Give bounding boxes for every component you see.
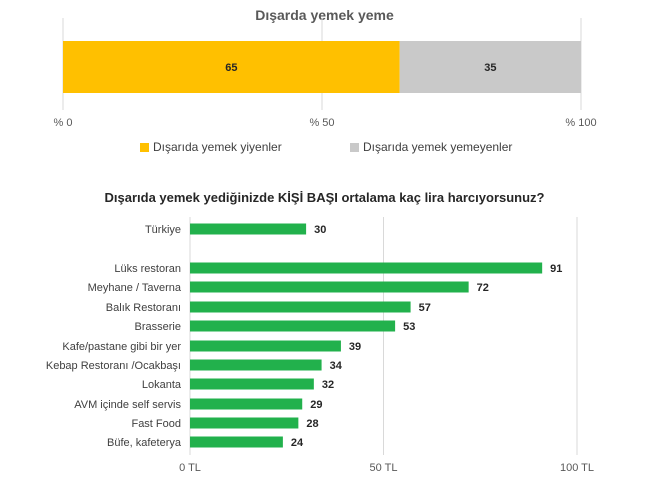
category-label: AVM içinde self servis	[74, 399, 181, 411]
bar	[190, 398, 303, 410]
data-label: 29	[310, 399, 322, 411]
bar-segment-0	[63, 41, 400, 93]
data-label: 32	[322, 379, 334, 391]
bar	[190, 281, 469, 293]
x-tick-label: % 0	[54, 117, 73, 129]
x-tick-label: % 100	[565, 117, 596, 129]
bar	[190, 262, 543, 274]
data-label: 39	[349, 341, 361, 353]
legend-label-not-eating-out: Dışarıda yemek yemeyenler	[363, 140, 513, 154]
bar	[190, 223, 307, 235]
x-tick-label: 0 TL	[179, 462, 201, 474]
category-label: Türkiye	[145, 224, 181, 236]
bar	[190, 378, 314, 390]
bar	[190, 301, 411, 313]
legend-item-not-eating-out: Dışarıda yemek yemeyenler	[350, 140, 512, 154]
bar	[190, 320, 396, 332]
bar	[190, 359, 322, 371]
data-label: 65	[225, 62, 237, 74]
stacked-bar-chart: % 0 % 50 % 100 65 35	[54, 18, 597, 129]
legend-item-eating-out: Dışarıda yemek yiyenler	[140, 140, 282, 154]
category-label: Meyhane / Taverna	[88, 282, 182, 294]
category-label: Kafe/pastane gibi bir yer	[62, 341, 181, 353]
bar	[190, 340, 341, 352]
bar-segment-1	[399, 41, 581, 93]
data-label: 35	[484, 62, 496, 74]
x-tick-label: 100 TL	[560, 462, 594, 474]
legend-swatch-not-eating-out	[350, 142, 359, 152]
data-label: 53	[403, 321, 415, 333]
x-tick-label: 50 TL	[370, 462, 398, 474]
bar	[190, 436, 283, 448]
data-label: 24	[291, 437, 304, 449]
bar	[190, 417, 299, 429]
data-label: 30	[314, 224, 326, 236]
data-label: 28	[306, 418, 318, 430]
data-label: 57	[419, 302, 431, 314]
data-label: 72	[477, 282, 489, 294]
category-label: Balık Restoranı	[106, 302, 181, 314]
legend-swatch-eating-out	[140, 142, 149, 152]
chart2-title: Dışarıda yemek yediğinizde KİŞİ BAŞI ort…	[104, 190, 545, 205]
chart1-title: Dışarda yemek yeme	[255, 7, 394, 23]
category-label: Fast Food	[131, 418, 181, 430]
data-label: 34	[330, 360, 343, 372]
legend-label-eating-out: Dışarıda yemek yiyenler	[153, 140, 282, 154]
category-label: Lokanta	[142, 379, 182, 391]
category-label: Brasserie	[135, 321, 181, 333]
category-label: Lüks restoran	[114, 263, 181, 275]
data-label: 91	[550, 263, 562, 275]
x-tick-label: % 50	[309, 117, 334, 129]
category-label: Kebap Restoranı /Ocakbaşı	[46, 360, 181, 372]
category-label: Büfe, kafeterya	[107, 437, 182, 449]
